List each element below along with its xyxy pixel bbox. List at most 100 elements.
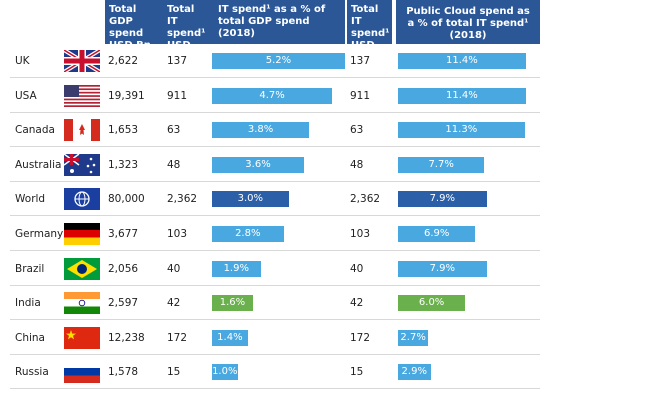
gdp-value: 1,653 (108, 124, 139, 137)
it-value: 40 (167, 262, 181, 275)
row-separator (10, 250, 540, 251)
it-value-2: 137 (350, 55, 371, 67)
it-value-2: 63 (350, 124, 364, 137)
flag-icon (64, 188, 100, 211)
it-value: 15 (167, 366, 181, 379)
it-value: 172 (167, 331, 188, 344)
cloud-pct-bar (398, 295, 466, 312)
row-separator (10, 146, 540, 148)
header-it: Total IT spend¹ USD Bn (163, 0, 208, 63)
flag-icon (64, 257, 100, 280)
row-separator (10, 215, 540, 217)
flag-icon (64, 292, 100, 315)
it-pct-label: 4.7% (259, 89, 285, 101)
it-pct-bar (212, 226, 284, 242)
row-separator (10, 77, 540, 78)
flag-icon (64, 84, 100, 107)
gdp-value: 2,597 (108, 297, 139, 310)
gdp-value: 1,578 (108, 366, 139, 379)
it-value: 2,362 (167, 193, 198, 206)
flag-icon (64, 119, 100, 142)
cloud-pct-label: 7.9% (429, 262, 455, 274)
cloud-pct-bar (398, 260, 487, 277)
country: Australia (15, 158, 62, 171)
cloud-pct-label: 11.3% (445, 124, 478, 136)
it-value: 48 (167, 158, 181, 171)
cloud-pct-bar (398, 87, 526, 104)
header-it-2: Total IT spend¹ USD Bn (347, 0, 392, 63)
country: India (15, 297, 41, 310)
it-pct-bar (212, 295, 253, 312)
it-value-2: 42 (350, 297, 364, 310)
header-it-pct: IT spend¹ as a % of total GDP spend (201… (208, 0, 345, 44)
cloud-pct-label: 7.9% (429, 193, 455, 205)
it-pct-bar (212, 364, 238, 381)
it-value-2: 172 (350, 331, 371, 344)
gdp-value: 1,323 (108, 158, 139, 171)
it-pct-label: 3.8% (247, 124, 274, 136)
it-pct-label: 5.2% (265, 55, 292, 66)
country: Germany (15, 228, 64, 240)
it-pct-bar (212, 122, 310, 139)
gdp-value: 19,391 (108, 89, 145, 102)
flag-icon (64, 223, 100, 245)
row-separator (10, 111, 540, 113)
row-separator (10, 284, 540, 286)
it-value: 63 (167, 124, 181, 137)
it-pct-label: 3.6% (245, 158, 271, 170)
it-pct-bar (212, 191, 289, 208)
cloud-pct-label: 11.4% (445, 89, 478, 101)
it-value: 42 (167, 297, 181, 310)
it-value: 137 (167, 55, 188, 67)
gdp-value: 2,622 (108, 55, 139, 67)
country: Russia (15, 366, 49, 379)
row-separator (10, 180, 540, 182)
it-pct-label: 1.6% (219, 297, 246, 309)
row-separator (10, 353, 540, 355)
country: Canada (15, 124, 55, 137)
it-value: 911 (167, 89, 188, 102)
it-value-2: 15 (350, 366, 364, 379)
it-pct-bar (212, 53, 345, 69)
cloud-pct-label: 7.7% (428, 158, 454, 170)
flag-icon (64, 50, 100, 72)
cloud-pct-label: 6.9% (423, 228, 450, 239)
it-pct-bar (212, 329, 248, 346)
it-value-2: 911 (350, 89, 371, 102)
country: World (15, 193, 46, 206)
cloud-pct-label: 2.7% (400, 331, 426, 343)
country: Brazil (15, 262, 45, 275)
row-separator (10, 319, 540, 321)
it-value: 103 (167, 228, 188, 240)
cloud-pct-bar (398, 364, 431, 381)
it-pct-label: 2.8% (235, 228, 261, 239)
it-pct-label: 1.4% (217, 331, 243, 343)
it-pct-label: 1.9% (223, 262, 249, 274)
it-pct-bar (212, 156, 304, 173)
it-pct-bar (212, 260, 261, 277)
row-separator (10, 388, 540, 390)
it-value-2: 40 (350, 262, 364, 275)
country: UK (15, 55, 30, 67)
cloud-pct-bar (398, 329, 429, 346)
gdp-value: 80,000 (108, 193, 145, 206)
gdp-value: 12,238 (108, 331, 145, 344)
it-value-2: 103 (350, 228, 371, 240)
flag-icon (64, 361, 100, 384)
it-pct-label: 3.0% (237, 193, 264, 205)
header-gdp: Total GDP spend USD Bn (105, 0, 163, 51)
it-value-2: 2,362 (350, 193, 381, 206)
cloud-pct-label: 11.4% (445, 55, 478, 66)
flag-icon (64, 153, 100, 176)
header-cloud-pct: Public Cloud spend as a % of total IT sp… (396, 0, 540, 44)
it-pct-bar (212, 87, 333, 104)
flag-icon (64, 326, 100, 349)
gdp-value: 2,056 (108, 262, 139, 275)
cloud-pct-bar (398, 226, 476, 242)
country: USA (15, 89, 37, 102)
cloud-pct-label: 2.9% (401, 366, 427, 378)
cloud-pct-bar (398, 191, 487, 208)
it-value-2: 48 (350, 158, 364, 171)
cloud-pct-label: 6.0% (418, 297, 445, 309)
